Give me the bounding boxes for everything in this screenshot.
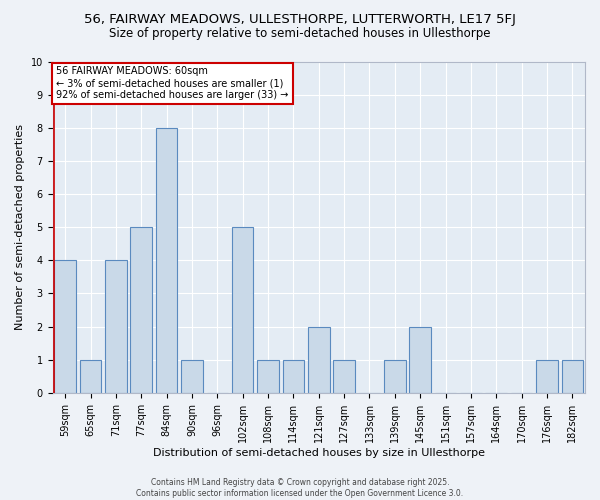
- Bar: [334, 360, 355, 393]
- Bar: [409, 326, 431, 393]
- Bar: [308, 326, 329, 393]
- Bar: [257, 360, 279, 393]
- Bar: [80, 360, 101, 393]
- Text: 56, FAIRWAY MEADOWS, ULLESTHORPE, LUTTERWORTH, LE17 5FJ: 56, FAIRWAY MEADOWS, ULLESTHORPE, LUTTER…: [84, 12, 516, 26]
- Bar: [130, 227, 152, 393]
- Bar: [156, 128, 178, 393]
- Bar: [181, 360, 203, 393]
- X-axis label: Distribution of semi-detached houses by size in Ullesthorpe: Distribution of semi-detached houses by …: [153, 448, 485, 458]
- Text: Contains HM Land Registry data © Crown copyright and database right 2025.
Contai: Contains HM Land Registry data © Crown c…: [136, 478, 464, 498]
- Bar: [105, 260, 127, 393]
- Y-axis label: Number of semi-detached properties: Number of semi-detached properties: [15, 124, 25, 330]
- Bar: [232, 227, 253, 393]
- Bar: [283, 360, 304, 393]
- Bar: [536, 360, 558, 393]
- Bar: [55, 260, 76, 393]
- Text: 56 FAIRWAY MEADOWS: 60sqm
← 3% of semi-detached houses are smaller (1)
92% of se: 56 FAIRWAY MEADOWS: 60sqm ← 3% of semi-d…: [56, 66, 289, 100]
- Text: Size of property relative to semi-detached houses in Ullesthorpe: Size of property relative to semi-detach…: [109, 28, 491, 40]
- Bar: [562, 360, 583, 393]
- Bar: [384, 360, 406, 393]
